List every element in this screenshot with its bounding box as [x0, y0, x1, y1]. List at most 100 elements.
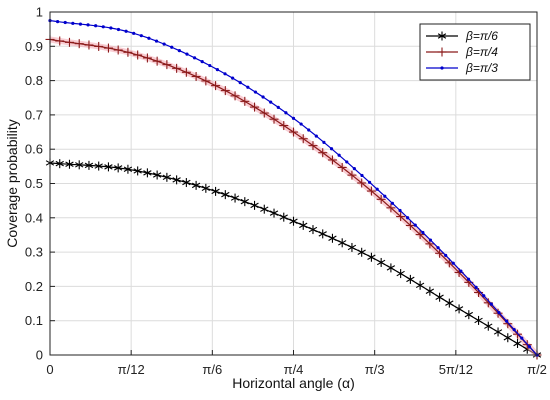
data-point-marker — [347, 244, 357, 251]
data-point-marker — [223, 72, 227, 76]
data-point-marker — [104, 164, 113, 170]
data-point-marker — [63, 20, 67, 25]
y-tick-label: 1 — [36, 5, 43, 20]
data-point-marker — [329, 147, 334, 151]
data-point-marker — [493, 329, 503, 335]
y-axis-label: Coverage probability — [4, 119, 20, 247]
data-point-marker — [421, 230, 425, 235]
data-point-marker — [182, 179, 191, 186]
data-point-marker — [337, 153, 341, 157]
data-point-marker — [246, 85, 250, 89]
data-point-marker — [464, 311, 473, 318]
data-point-marker — [413, 223, 417, 227]
data-point-marker — [527, 344, 531, 349]
series-1 — [45, 158, 542, 360]
data-point-marker — [318, 231, 327, 237]
data-point-marker — [451, 261, 455, 265]
data-point-marker — [123, 166, 133, 172]
data-point-marker — [520, 336, 524, 340]
data-point-marker — [143, 170, 152, 176]
data-point-marker — [211, 188, 220, 195]
data-point-marker — [215, 67, 220, 72]
data-point-marker — [172, 177, 181, 183]
legend-item: β=π/6 — [426, 29, 498, 43]
y-tick-label: 0.3 — [25, 245, 43, 260]
y-tick-label: 0.6 — [25, 142, 43, 157]
data-point-marker — [406, 216, 410, 220]
y-tick-label: 0 — [36, 348, 43, 363]
data-point-marker — [269, 100, 273, 104]
y-tick-label: 0.8 — [25, 73, 43, 88]
legend-label: β=π/3 — [465, 61, 498, 75]
legend-label: β=π/4 — [465, 45, 498, 59]
legend-item: β=π/3 — [426, 61, 498, 75]
data-point-marker — [484, 323, 493, 329]
data-point-marker — [71, 21, 75, 25]
data-point-marker — [367, 180, 372, 184]
data-point-marker — [192, 56, 197, 60]
x-axis-ticks: 0 π/12 π/6 π/4 π/3 5π/12 π/2 — [46, 350, 547, 377]
data-point-marker — [396, 270, 405, 277]
data-point-marker — [230, 195, 240, 201]
data-point-marker — [474, 285, 478, 289]
y-tick-label: 0.7 — [25, 107, 43, 122]
grid — [50, 12, 537, 355]
data-point-marker — [322, 140, 326, 144]
data-point-marker — [474, 317, 483, 324]
data-point-marker — [504, 319, 509, 323]
data-point-marker — [238, 81, 242, 85]
data-point-marker — [152, 172, 162, 178]
data-point-marker — [425, 288, 435, 294]
data-point-marker — [250, 202, 259, 209]
data-point-marker — [289, 218, 298, 224]
data-point-marker — [65, 161, 74, 167]
data-point-marker — [375, 187, 379, 191]
data-point-marker — [185, 52, 189, 56]
legend-item: β=π/4 — [426, 45, 498, 59]
data-point-marker — [260, 206, 269, 212]
data-point-marker — [147, 36, 151, 40]
data-point-marker — [314, 134, 318, 138]
data-point-marker — [444, 253, 448, 257]
data-point-marker — [78, 22, 83, 26]
data-point-marker — [124, 29, 128, 33]
data-point-marker — [390, 201, 395, 205]
y-tick-label: 0.5 — [25, 176, 43, 191]
data-point-marker — [398, 208, 402, 213]
data-point-marker — [94, 163, 103, 169]
data-point-marker — [489, 302, 493, 306]
data-point-marker — [415, 282, 425, 289]
y-tick-label: 0.9 — [25, 39, 43, 54]
data-point-marker — [440, 66, 444, 70]
y-axis-ticks: 0 0.1 0.2 0.3 0.4 0.5 0.6 0.7 0.8 0.9 1 — [25, 5, 55, 363]
data-point-marker — [357, 249, 366, 255]
data-point-marker — [101, 25, 105, 29]
data-point-marker — [345, 160, 349, 164]
x-tick-label: 0 — [46, 362, 53, 377]
data-point-marker — [445, 300, 454, 306]
data-point-marker — [109, 26, 113, 30]
series-layer — [45, 18, 542, 360]
data-point-marker — [114, 165, 123, 171]
data-point-marker — [428, 238, 433, 242]
data-point-marker — [497, 310, 501, 315]
data-point-marker — [291, 116, 296, 120]
data-point-marker — [162, 174, 172, 181]
data-point-marker — [177, 49, 181, 53]
data-point-marker — [466, 277, 471, 281]
data-point-marker — [139, 34, 143, 38]
data-point-marker — [406, 276, 415, 283]
data-point-marker — [55, 160, 64, 167]
data-point-marker — [201, 185, 211, 192]
data-point-marker — [503, 334, 512, 341]
series-3 — [48, 18, 539, 357]
y-tick-label: 0.2 — [25, 279, 43, 294]
x-tick-label: π/2 — [527, 362, 547, 377]
data-point-marker — [261, 95, 265, 99]
data-point-marker — [276, 105, 280, 109]
data-point-marker — [132, 31, 136, 35]
data-point-marker — [386, 265, 396, 271]
data-point-marker — [338, 240, 347, 246]
legend: β=π/6 β=π/4 β=π/3 — [419, 23, 531, 81]
